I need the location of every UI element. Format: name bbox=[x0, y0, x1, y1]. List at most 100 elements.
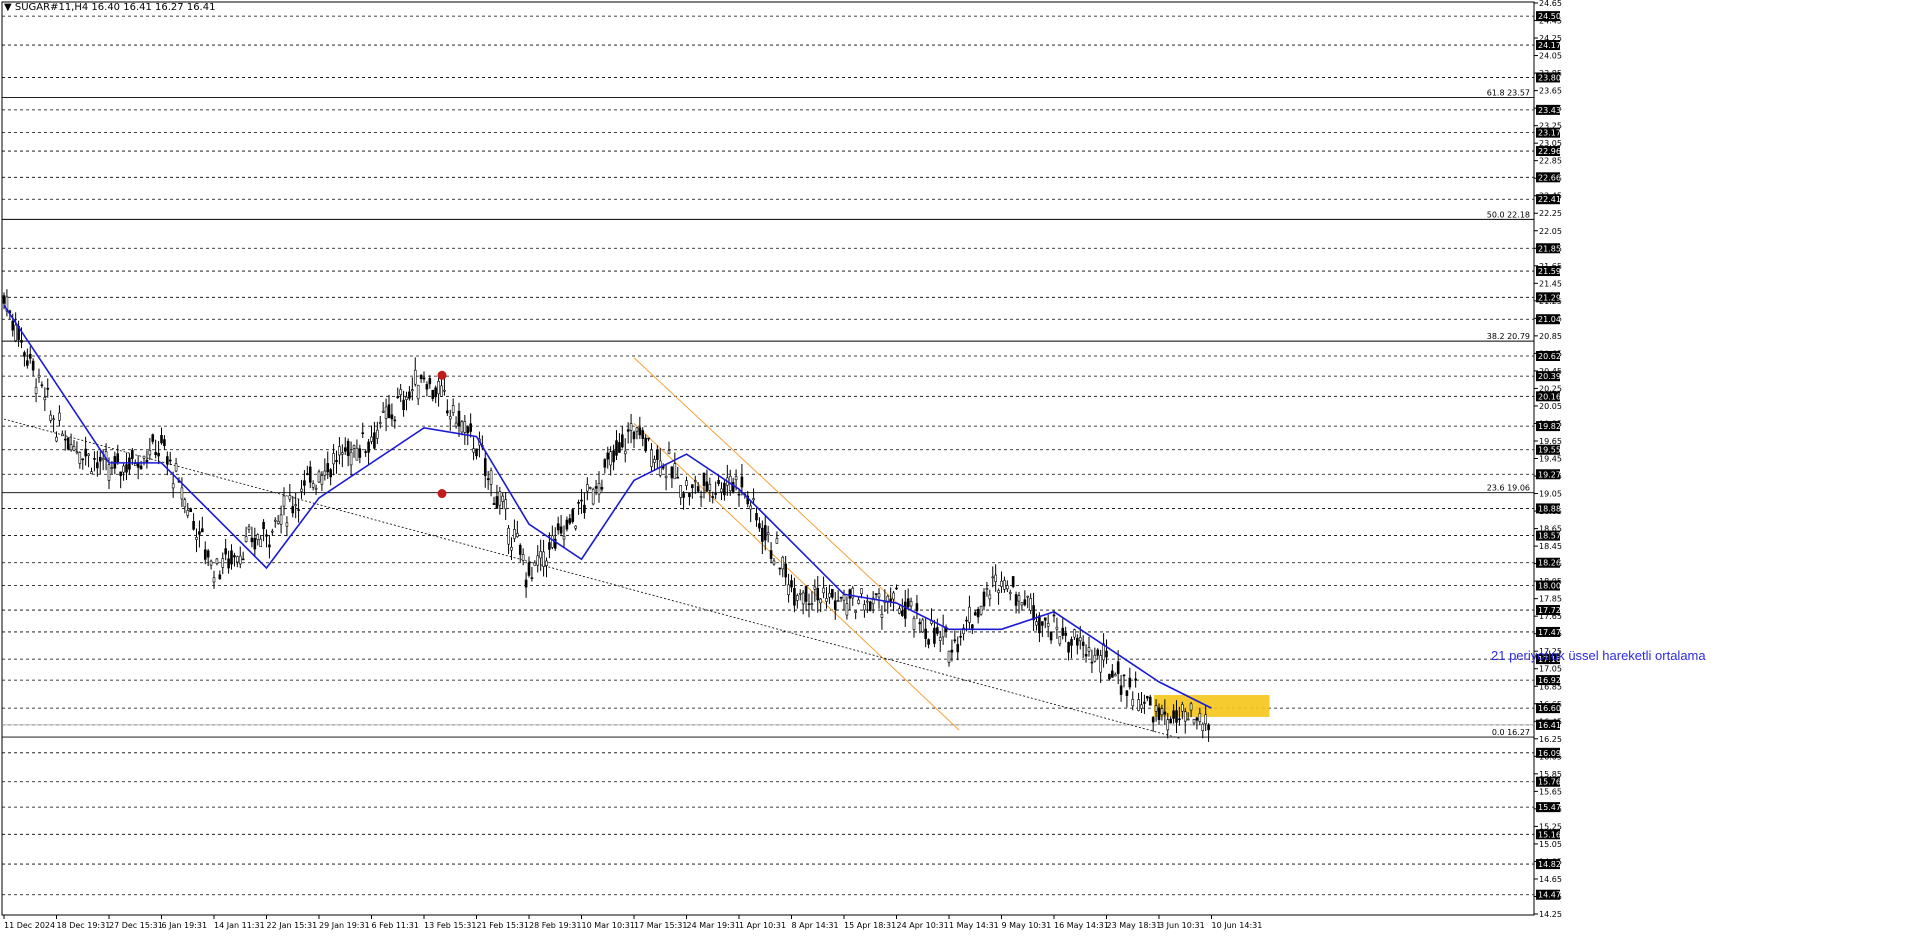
candle-body bbox=[831, 588, 834, 598]
candle-body bbox=[495, 496, 499, 509]
candle-body bbox=[1078, 637, 1082, 642]
candle-body bbox=[463, 421, 467, 433]
candle-body bbox=[338, 446, 341, 456]
candle-body bbox=[26, 360, 29, 366]
candle-body bbox=[174, 463, 178, 472]
candle-body bbox=[186, 510, 190, 516]
candle-body bbox=[766, 532, 770, 535]
y-tick-label: 15.85 bbox=[1539, 770, 1562, 779]
candle-body bbox=[1064, 632, 1067, 636]
candle-body bbox=[781, 556, 785, 570]
candle-body bbox=[1148, 696, 1152, 706]
candle-body bbox=[346, 440, 350, 456]
candle-body bbox=[230, 550, 233, 565]
candle-body bbox=[195, 537, 198, 540]
candle-body bbox=[591, 489, 595, 505]
candle-body bbox=[854, 610, 857, 613]
candle-body bbox=[428, 378, 432, 385]
candle-body bbox=[23, 352, 26, 357]
candle-body bbox=[600, 486, 604, 490]
price-label: 16.60 bbox=[1538, 704, 1561, 713]
candle-body bbox=[644, 437, 647, 452]
candle-body bbox=[1116, 661, 1120, 674]
candle-body bbox=[807, 603, 811, 606]
candle-body bbox=[626, 429, 630, 432]
candle-body bbox=[402, 399, 405, 411]
price-label-box bbox=[1536, 503, 1560, 514]
candle-body bbox=[836, 600, 840, 602]
candle-body bbox=[78, 452, 82, 464]
candle-body bbox=[425, 384, 429, 390]
y-tick-label: 23.05 bbox=[1539, 139, 1562, 148]
candle-body bbox=[667, 450, 671, 455]
candle-body bbox=[256, 534, 260, 540]
candle-body bbox=[329, 469, 332, 478]
price-label: 15.76 bbox=[1538, 778, 1561, 787]
candle-body bbox=[822, 587, 825, 594]
x-tick-label: 1 Apr 10:31 bbox=[739, 921, 786, 930]
price-label-box bbox=[1536, 530, 1560, 541]
candle-body bbox=[1081, 641, 1085, 646]
price-label: 23.17 bbox=[1538, 129, 1561, 138]
price-label-box bbox=[1536, 654, 1560, 665]
fib-label: 50.0 22.18 bbox=[1487, 210, 1530, 219]
candle-body bbox=[1087, 647, 1091, 652]
candle-body bbox=[868, 601, 872, 611]
candle-body bbox=[638, 427, 642, 436]
x-tick-label: 13 Feb 15:31 bbox=[424, 921, 476, 930]
y-tick-label: 22.85 bbox=[1539, 157, 1562, 166]
candle-body bbox=[163, 439, 166, 446]
candle-body bbox=[845, 603, 849, 616]
candle-body bbox=[189, 508, 192, 513]
candle-body bbox=[1061, 627, 1065, 636]
candle-body bbox=[1151, 717, 1155, 723]
candle-body bbox=[1099, 655, 1102, 673]
price-label-box bbox=[1536, 40, 1560, 51]
candle-body bbox=[1154, 705, 1158, 712]
y-tick-label: 23.65 bbox=[1539, 87, 1562, 96]
ema-annotation-label: 21 periyotluk üssel hareketli ortalama bbox=[1491, 648, 1706, 663]
price-label: 22.41 bbox=[1538, 195, 1561, 204]
candle-body bbox=[1049, 631, 1053, 641]
candle-body bbox=[717, 480, 720, 484]
candle-body bbox=[551, 535, 554, 548]
candle-body bbox=[96, 462, 99, 469]
candle-body bbox=[860, 588, 863, 595]
candle-body bbox=[909, 601, 913, 607]
candle-body bbox=[688, 492, 691, 497]
candle-body bbox=[594, 486, 598, 489]
candle-body bbox=[87, 453, 90, 456]
candle-body bbox=[635, 427, 639, 432]
candle-body bbox=[300, 488, 303, 492]
candle-body bbox=[46, 387, 50, 390]
price-label-box bbox=[1536, 889, 1560, 900]
candle-body bbox=[962, 627, 965, 634]
candle-body bbox=[142, 455, 146, 459]
candle-body bbox=[1093, 654, 1097, 662]
x-tick-label: 23 May 18:31 bbox=[1107, 921, 1162, 930]
price-label: 18.88 bbox=[1538, 504, 1561, 513]
price-label: 15.47 bbox=[1538, 803, 1561, 812]
y-tick-label: 14.25 bbox=[1539, 910, 1562, 919]
candle-body bbox=[262, 521, 265, 530]
candle-body bbox=[323, 470, 327, 476]
x-tick-label: 28 Feb 19:31 bbox=[529, 921, 581, 930]
candle-body bbox=[866, 600, 869, 603]
candle-body bbox=[1160, 708, 1164, 716]
y-tick-label: 15.25 bbox=[1539, 822, 1562, 831]
x-tick-label: 22 Jan 15:31 bbox=[267, 921, 318, 930]
candle-body bbox=[632, 431, 636, 440]
y-tick-label: 19.05 bbox=[1539, 490, 1562, 499]
price-label: 15.16 bbox=[1538, 830, 1561, 839]
candle-body bbox=[871, 597, 875, 605]
candle-body bbox=[510, 547, 513, 551]
candle-body bbox=[14, 324, 17, 341]
candle-body bbox=[921, 619, 925, 633]
price-label: 20.62 bbox=[1538, 352, 1561, 361]
candle-body bbox=[685, 480, 688, 486]
x-tick-label: 8 Apr 14:31 bbox=[792, 921, 839, 930]
candle-body bbox=[483, 458, 487, 476]
candle-body bbox=[1178, 718, 1181, 721]
